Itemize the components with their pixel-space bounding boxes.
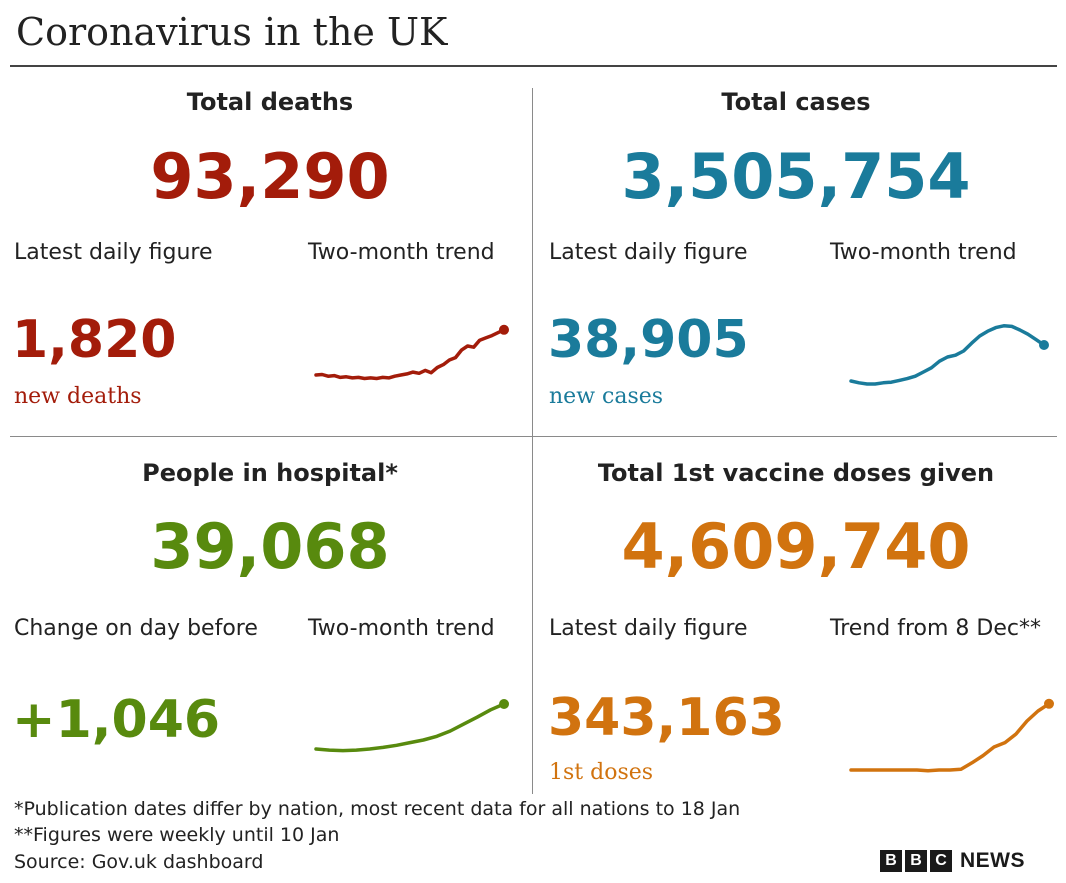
source-note: Source: Gov.uk dashboard — [14, 851, 264, 873]
vaccine-trend-line — [849, 702, 1051, 773]
deaths-right-label: Two-month trend — [308, 240, 495, 265]
vaccine-left-label: Latest daily figure — [549, 616, 748, 641]
deaths-daily-value: 1,820 — [12, 310, 177, 370]
cases-total: 3,505,754 — [621, 140, 971, 213]
vaccine-trend-endpoint — [1044, 698, 1054, 709]
deaths-sparkline — [314, 324, 509, 381]
hospital-daily-value: +1,046 — [12, 690, 221, 750]
horizontal-divider — [10, 436, 1057, 437]
hospital-total: 39,068 — [150, 510, 390, 583]
hospital-sparkline — [314, 699, 509, 753]
cases-left-label: Latest daily figure — [549, 240, 748, 265]
footnote-weekly: **Figures were weekly until 10 Jan — [14, 824, 340, 846]
vaccine-heading: Total 1st vaccine doses given — [597, 459, 995, 487]
vaccine-right-label: Trend from 8 Dec** — [830, 616, 1041, 641]
deaths-trend-line — [314, 328, 506, 381]
vertical-divider — [532, 88, 533, 794]
cases-trend-endpoint — [1039, 340, 1049, 350]
bbc-logo-news: NEWS — [960, 849, 1025, 872]
bbc-logo-c: C — [930, 850, 952, 872]
deaths-total: 93,290 — [150, 140, 390, 213]
bbc-logo-b2: B — [905, 850, 927, 872]
title-rule — [10, 65, 1057, 67]
cases-heading: Total cases — [721, 88, 871, 116]
deaths-trend-endpoint — [499, 324, 509, 335]
hospital-heading: People in hospital* — [142, 459, 398, 487]
vaccine-daily-value: 343,163 — [548, 688, 785, 748]
hospital-right-label: Two-month trend — [308, 616, 495, 641]
cases-right-label: Two-month trend — [830, 240, 1017, 265]
vaccine-total: 4,609,740 — [621, 510, 971, 583]
vaccine-sparkline — [849, 698, 1054, 773]
cases-trend-line — [849, 324, 1046, 386]
cases-sparkline — [849, 324, 1049, 386]
bbc-logo-b1: B — [880, 850, 902, 872]
hospital-trend-endpoint — [499, 699, 509, 709]
hospital-trend-line — [314, 702, 506, 753]
cases-daily-value: 38,905 — [548, 310, 749, 370]
deaths-left-label: Latest daily figure — [14, 240, 213, 265]
bbc-news-logo: B B C NEWS — [880, 849, 1025, 873]
footnote-publication: *Publication dates differ by nation, mos… — [14, 798, 741, 820]
deaths-note: new deaths — [14, 384, 142, 409]
cases-note: new cases — [549, 384, 664, 409]
deaths-heading: Total deaths — [186, 88, 354, 116]
chart-title: Coronavirus in the UK — [16, 10, 448, 54]
hospital-left-label: Change on day before — [14, 616, 258, 641]
vaccine-note: 1st doses — [549, 760, 654, 785]
